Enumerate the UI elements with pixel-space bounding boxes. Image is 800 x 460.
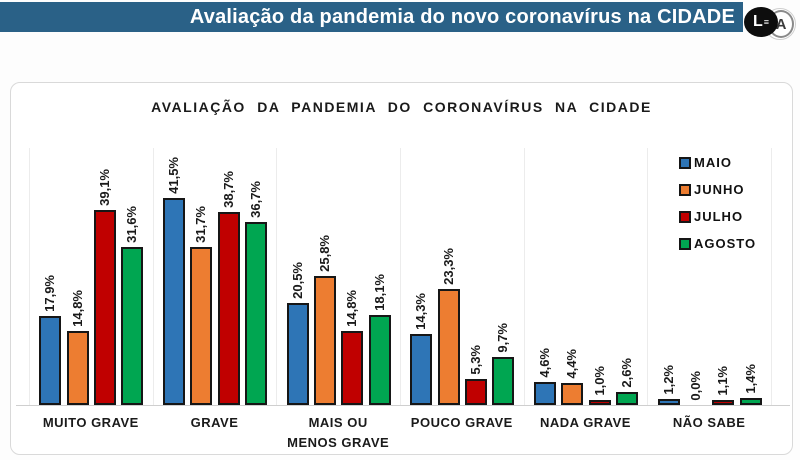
- legend-swatch-icon: [679, 156, 691, 169]
- bar-maio-3: [410, 333, 433, 405]
- bar-value-label: 25,8%: [316, 235, 332, 272]
- category-label-3: POUCO GRAVE: [410, 415, 513, 430]
- bar-junho-3: [437, 288, 460, 405]
- bar-junho-0: [66, 331, 89, 405]
- logo-equals-icon: ≡: [763, 17, 770, 27]
- bar-value-label: 0,0%: [687, 371, 703, 401]
- bar-value-label: 18,1%: [371, 273, 387, 311]
- bar-value-label: 36,7%: [247, 180, 263, 218]
- bar-julho-5: [712, 399, 735, 405]
- bar-value-label: 17,9%: [42, 274, 58, 312]
- bar-agosto-2: [368, 314, 391, 405]
- legend-swatch-icon: [679, 210, 691, 223]
- bar-value-label: 31,6%: [124, 206, 140, 243]
- category-label-5: NÃO SABE: [672, 415, 746, 430]
- bar-value-label: 14,8%: [344, 290, 360, 327]
- category-label-1: GRAVE: [190, 415, 239, 430]
- bar-julho-3: [464, 378, 487, 405]
- bar-value-label: 4,4%: [564, 349, 580, 379]
- legend-label: MAIO: [694, 155, 732, 170]
- bar-maio-2: [286, 302, 309, 405]
- bar-julho-1: [217, 211, 240, 405]
- bar-value-label: 5,3%: [467, 344, 483, 375]
- company-logo: A L ≡: [744, 2, 798, 42]
- bar-julho-0: [93, 209, 116, 405]
- bar-junho-1: [190, 246, 213, 405]
- bar-junho-4: [561, 383, 584, 405]
- bar-value-label: 23,3%: [440, 247, 456, 285]
- logo-letter-l-text: L: [752, 13, 763, 30]
- legend-item-julho: JULHO: [679, 203, 756, 230]
- bar-value-label: 1,4%: [742, 364, 758, 394]
- bar-maio-1: [162, 197, 185, 405]
- bar-agosto-5: [739, 398, 762, 405]
- bar-value-label: 20,5%: [289, 261, 305, 299]
- legend-item-maio: MAIO: [679, 149, 756, 176]
- category-separator-line: [647, 148, 649, 406]
- bar-maio-0: [39, 315, 62, 405]
- bar-value-label: 14,8%: [69, 290, 85, 327]
- category-separator-line: [523, 148, 525, 406]
- logo-letter-l: L ≡: [744, 7, 778, 37]
- category-separator-line: [771, 148, 773, 406]
- category-separator-line: [276, 148, 278, 406]
- bar-maio-5: [657, 399, 680, 405]
- category-separator-line: [29, 148, 30, 406]
- bar-value-label: 39,1%: [96, 168, 112, 206]
- category-label-4: NADA GRAVE: [540, 415, 631, 430]
- category-separator-line: [400, 148, 401, 406]
- bar-agosto-4: [615, 392, 638, 405]
- bar-value-label: 31,7%: [193, 205, 209, 243]
- legend-swatch-icon: [679, 237, 691, 250]
- chart-legend: MAIO JUNHO JULHO AGOSTO: [679, 149, 756, 257]
- legend-label: JULHO: [694, 209, 744, 224]
- bar-value-label: 1,0%: [591, 366, 607, 396]
- legend-item-agosto: AGOSTO: [679, 230, 756, 257]
- bar-value-label: 41,5%: [165, 156, 181, 194]
- chart-card: AVALIAÇÃO DA PANDEMIA DO CORONAVÍRUS NA …: [10, 82, 793, 455]
- chart-title: AVALIAÇÃO DA PANDEMIA DO CORONAVÍRUS NA …: [151, 99, 652, 115]
- header-banner: Avaliação da pandemia do novo coronavíru…: [0, 2, 743, 32]
- x-axis-line: [16, 405, 790, 406]
- category-separator-line: [152, 148, 154, 406]
- plot-area: 17,9% 14,8% 39,1% 31,6% MUITO GRAVE 41,5% 31,7…: [11, 83, 794, 450]
- legend-label: AGOSTO: [694, 236, 757, 251]
- bar-julho-4: [588, 400, 611, 405]
- bar-value-label: 38,7%: [220, 170, 236, 208]
- header-title: Avaliação da pandemia do novo coronavíru…: [189, 5, 735, 28]
- bar-agosto-1: [244, 221, 267, 405]
- bar-agosto-0: [121, 247, 144, 405]
- legend-item-junho: JUNHO: [679, 176, 756, 203]
- bar-junho-2: [313, 276, 336, 405]
- legend-swatch-icon: [679, 183, 691, 196]
- bar-value-label: 14,3%: [413, 292, 429, 330]
- bar-value-label: 2,6%: [618, 358, 634, 388]
- bar-value-label: 1,2%: [660, 365, 676, 395]
- bar-maio-4: [533, 382, 556, 405]
- bar-agosto-3: [492, 356, 515, 405]
- logo-letter-a-text: A: [775, 15, 787, 33]
- bar-julho-2: [341, 331, 364, 405]
- category-label-2: MAIS OU MENOS GRAVE: [287, 415, 390, 450]
- bar-value-label: 1,1%: [715, 365, 731, 396]
- legend-label: JUNHO: [694, 182, 745, 197]
- bar-value-label: 9,7%: [495, 322, 511, 353]
- bar-value-label: 4,6%: [536, 348, 552, 378]
- category-label-0: MUITO GRAVE: [42, 415, 139, 430]
